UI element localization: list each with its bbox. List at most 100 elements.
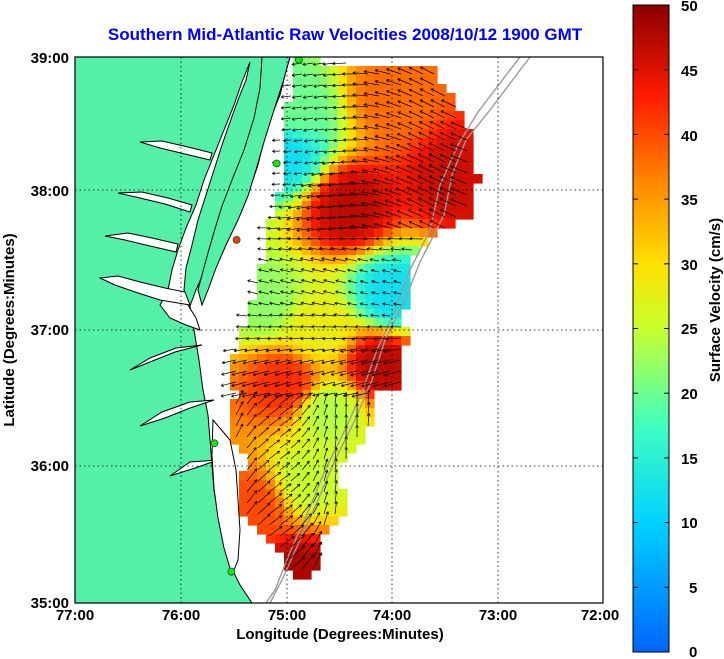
vector-arrowhead: [288, 348, 292, 352]
vector-arrowhead: [301, 556, 305, 558]
velocity-cell: [311, 165, 321, 175]
vector-arrowhead: [291, 97, 296, 99]
velocity-cell: [401, 192, 411, 202]
velocity-cell: [338, 309, 348, 319]
vector-arrowhead: [268, 248, 272, 251]
vector-arrowhead: [312, 554, 315, 558]
vector-arrowhead: [299, 416, 302, 421]
current-vector: [429, 197, 446, 207]
vector-arrowhead: [361, 386, 365, 388]
vector-arrowhead: [268, 217, 272, 220]
vector-arrowhead: [362, 169, 365, 173]
velocity-cell: [401, 84, 411, 94]
velocity-cell: [329, 309, 339, 319]
vector-arrowhead: [313, 106, 317, 109]
velocity-cell: [320, 219, 330, 229]
current-vector: [343, 392, 358, 397]
vector-arrowhead: [257, 226, 261, 229]
vector-arrowhead: [307, 404, 311, 407]
vector-arrowhead: [385, 338, 389, 341]
velocity-cell: [275, 246, 285, 256]
vector-arrowhead: [374, 91, 378, 95]
vector-arrowhead: [409, 238, 413, 241]
vector-arrowhead: [384, 189, 388, 192]
vector-arrowhead: [323, 85, 327, 88]
velocity-cell: [383, 291, 393, 301]
current-vector: [334, 458, 337, 471]
vector-arrowhead: [247, 326, 250, 329]
velocity-cell: [365, 345, 375, 355]
velocity-cell: [347, 66, 357, 76]
velocity-cell: [248, 300, 258, 310]
velocity-cell: [257, 300, 267, 310]
current-vector: [334, 491, 337, 504]
vector-arrowhead: [361, 213, 365, 217]
velocity-cell: [275, 264, 285, 274]
velocity-cell: [392, 183, 402, 193]
current-vector: [323, 491, 328, 504]
velocity-cell: [329, 246, 339, 256]
vector-arrowhead: [382, 291, 386, 295]
vector-arrowhead: [356, 425, 359, 428]
velocity-cell: [383, 282, 393, 292]
current-vector: [340, 348, 358, 352]
velocity-cell: [356, 210, 366, 220]
vector-arrowhead: [282, 182, 286, 186]
vector-arrowhead: [406, 176, 410, 180]
vector-arrowhead: [395, 166, 399, 169]
vector-arrowhead: [342, 116, 346, 119]
vector-arrowhead: [300, 504, 302, 508]
vector-arrowhead: [283, 151, 287, 154]
vector-arrowhead: [450, 176, 453, 180]
vector-arrowhead: [323, 75, 327, 77]
vector-arrowhead: [323, 279, 327, 283]
vector-arrowhead: [375, 236, 379, 239]
x-tick-label: 77:00: [56, 607, 94, 624]
vector-arrowhead: [290, 196, 294, 199]
vector-arrowhead: [286, 228, 290, 231]
velocity-cell: [284, 372, 294, 382]
velocity-cell: [329, 120, 339, 130]
vector-arrowhead: [429, 131, 432, 135]
velocity-cell: [365, 291, 375, 301]
velocity-cell: [329, 507, 339, 517]
vector-arrowhead: [268, 503, 271, 507]
vector-arrowhead: [268, 215, 271, 218]
current-vector: [373, 168, 391, 174]
velocity-cell: [257, 507, 267, 517]
velocity-cell: [311, 381, 321, 391]
velocity-cell: [302, 381, 312, 391]
velocity-cell: [248, 390, 258, 400]
velocity-cell: [347, 75, 357, 85]
current-vector: [281, 194, 292, 197]
velocity-cell: [338, 192, 348, 202]
vector-arrowhead: [274, 374, 278, 377]
velocity-cell: [293, 111, 303, 121]
current-vector: [330, 359, 347, 364]
current-vector: [397, 100, 413, 108]
vector-arrowhead: [287, 207, 292, 210]
velocity-cell: [311, 210, 321, 220]
velocity-cell: [329, 408, 339, 418]
vector-arrowhead: [327, 205, 331, 208]
current-vector: [231, 392, 248, 397]
vector-arrowhead: [280, 515, 283, 519]
vector-arrowhead: [274, 383, 278, 387]
vector-arrowhead: [290, 290, 294, 292]
velocity-cell: [419, 84, 429, 94]
velocity-cell: [464, 183, 474, 193]
vector-arrowhead: [371, 302, 375, 304]
current-vector: [352, 116, 369, 119]
velocity-cell: [302, 363, 312, 373]
current-vector: [323, 425, 328, 438]
current-vector: [334, 302, 347, 306]
velocity-cell: [302, 138, 312, 148]
velocity-cell: [275, 381, 285, 391]
velocity-cell: [311, 336, 321, 346]
current-vector: [340, 370, 358, 376]
vector-arrowhead: [256, 336, 260, 340]
velocity-cell: [347, 363, 357, 373]
velocity-cell: [257, 381, 267, 391]
current-vector: [371, 303, 380, 306]
vector-arrowhead: [269, 290, 273, 292]
